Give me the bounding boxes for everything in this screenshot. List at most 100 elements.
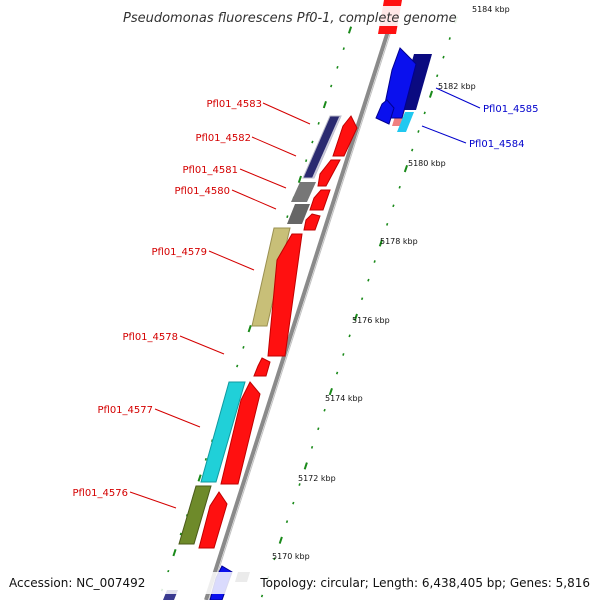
outer-tick-25 (298, 483, 301, 486)
outer-tick-16 (353, 313, 358, 321)
inner-tick-6 (311, 140, 314, 144)
scale-label-5172: 5172 kbp (298, 474, 336, 483)
outer-tick-18 (342, 353, 345, 356)
gene-label-4581[interactable]: Pfl01_4581 (182, 165, 238, 176)
gene-arrow-4583[interactable] (332, 115, 358, 157)
leader-4576 (129, 491, 177, 509)
gene-arrow-4578[interactable] (253, 357, 271, 377)
inner-tick-24 (197, 474, 202, 482)
inner-tick-1 (342, 47, 345, 51)
cog-feature-top-cyan[interactable] (397, 112, 414, 132)
outer-tick-9 (398, 185, 401, 189)
outer-tick-13 (373, 260, 376, 263)
scale-label-5174: 5174 kbp (325, 394, 363, 403)
outer-tick-2 (442, 55, 445, 59)
label-leader-lines (129, 87, 481, 509)
outer-tick-20 (328, 387, 333, 396)
outer-tick-22 (317, 427, 320, 431)
gene-label-4578[interactable]: Pfl01_4578 (122, 332, 178, 343)
inner-tick-0 (347, 26, 353, 34)
inner-tick-17 (242, 345, 245, 349)
gene-label-4584[interactable]: Pfl01_4584 (469, 139, 525, 150)
outer-tick-7 (411, 148, 414, 152)
leader-4580 (231, 189, 277, 210)
outer-tick-23 (310, 445, 314, 449)
scale-labels: 5170 kbp 5172 kbp 5174 kbp 5176 kbp 5178… (272, 5, 510, 561)
outer-tick-15 (360, 297, 364, 301)
outer-tick-11 (386, 222, 389, 226)
gene-label-4576[interactable]: Pfl01_4576 (72, 488, 128, 499)
inner-tick-3 (330, 84, 333, 88)
outer-tick-19 (335, 371, 339, 375)
outer-tick-8 (403, 164, 409, 173)
outer-tick-5 (423, 111, 426, 115)
gene-feature-track (198, 47, 417, 600)
inner-tick-2 (336, 65, 339, 69)
gene-label-4579[interactable]: Pfl01_4579 (151, 247, 207, 258)
inner-tick-18 (236, 364, 239, 368)
cog-feature-4576[interactable] (178, 485, 212, 545)
cog-feature-4583-highlight (312, 116, 341, 178)
leader-4585 (435, 87, 481, 109)
inner-tick-16 (247, 324, 252, 333)
backbone-group (204, 0, 402, 600)
gene-arrow-4580[interactable] (303, 213, 321, 231)
gene-arrow-4582[interactable] (317, 159, 341, 187)
title-background (118, 6, 470, 26)
gene-label-4585[interactable]: Pfl01_4585 (483, 104, 539, 115)
gene-label-4580[interactable]: Pfl01_4580 (174, 186, 230, 197)
inner-tick-7 (305, 159, 308, 163)
outer-tick-14 (367, 278, 370, 282)
gene-arrow-4581[interactable] (309, 189, 331, 211)
cog-feature-4580[interactable] (287, 204, 310, 224)
outer-tick-12 (378, 239, 383, 247)
accession-text: Accession: NC_007492 (9, 576, 145, 590)
leader-4577 (154, 408, 201, 428)
outer-tick-29 (273, 557, 276, 561)
leader-4578 (179, 335, 225, 355)
outer-tick-3 (436, 74, 439, 78)
outer-tick-31 (260, 594, 264, 598)
inner-tick-28 (172, 548, 177, 557)
outer-tick-6 (417, 130, 420, 133)
footer-background (0, 572, 600, 594)
cog-feature-4579[interactable] (251, 227, 291, 327)
leader-4582 (251, 136, 297, 157)
map-title: Pseudomonas fluorescens Pf0-1, complete … (123, 11, 457, 26)
inner-tick-8 (297, 175, 302, 184)
outer-tick-28 (278, 536, 283, 544)
inner-tick-27 (179, 532, 182, 536)
gene-label-4583[interactable]: Pfl01_4583 (206, 99, 262, 110)
gene-label-4577[interactable]: Pfl01_4577 (97, 405, 153, 416)
scale-label-5176: 5176 kbp (352, 316, 390, 325)
gene-label-4582[interactable]: Pfl01_4582 (195, 133, 251, 144)
inner-tick-4 (322, 100, 327, 109)
gene-arrow-4585[interactable] (381, 47, 417, 119)
cog-feature-4581[interactable] (291, 182, 316, 202)
scale-label-5170: 5170 kbp (272, 552, 310, 561)
scale-label-5178: 5178 kbp (380, 237, 418, 246)
scale-label-5184: 5184 kbp (472, 5, 510, 14)
outer-tick-1 (448, 37, 451, 40)
outer-tick-21 (323, 408, 326, 412)
gene-labels: Pfl01_4583 Pfl01_4582 Pfl01_4581 Pfl01_4… (72, 99, 538, 499)
gene-arrow-4577[interactable] (220, 381, 261, 485)
leader-4584 (421, 125, 467, 144)
backbone-outer-line (204, 0, 400, 600)
outer-tick-27 (285, 520, 289, 524)
outer-tick-26 (292, 501, 295, 505)
leader-4581 (239, 168, 287, 189)
inner-tick-5 (317, 121, 320, 125)
cog-feature-4577[interactable] (200, 381, 246, 483)
topology-text: Topology: circular; Length: 6,438,405 bp… (259, 576, 590, 590)
outer-tick-track (260, 16, 459, 598)
gene-arrow-4576[interactable] (198, 491, 228, 549)
leader-4583 (262, 102, 311, 125)
leader-4579 (208, 250, 255, 271)
outer-tick-24 (303, 462, 308, 470)
gene-arrow-4579[interactable] (267, 233, 303, 357)
scale-label-5182: 5182 kbp (438, 82, 476, 91)
inner-tick-10 (286, 215, 289, 219)
gene-arrow-4584[interactable] (375, 99, 395, 125)
